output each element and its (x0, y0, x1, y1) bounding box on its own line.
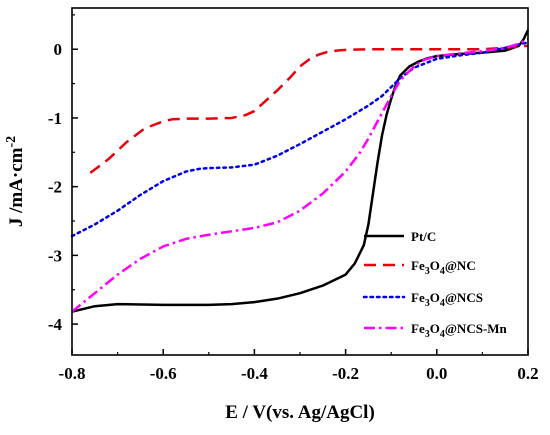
y-tick-label: -3 (48, 246, 62, 265)
y-tick-label: 0 (54, 40, 63, 59)
x-tick-label: -0.2 (332, 364, 359, 383)
y-tick-label: -4 (48, 315, 63, 334)
y-tick-label: -1 (48, 109, 62, 128)
legend-label: Fe3O4@NC (411, 258, 476, 277)
y-axis-title-text: J /mA·cm (6, 147, 27, 227)
legend: Pt/C Fe3O4@NC Fe3O4@NCS Fe3O4@NCS-Mn (362, 229, 508, 340)
x-axis: -0.8 -0.6 -0.4 -0.2 0.0 0.2 (59, 349, 539, 383)
y-tick-label: -2 (48, 178, 62, 197)
legend-label: Pt/C (411, 229, 436, 244)
legend-label: Fe3O4@NCS-Mn (411, 321, 508, 340)
y-axis-title-superscript: -2 (4, 136, 19, 148)
x-tick-label: -0.8 (59, 364, 86, 383)
series-line-3 (71, 37, 529, 313)
x-tick-label: -0.6 (150, 364, 177, 383)
series-line-2 (70, 41, 530, 238)
plot-area (70, 29, 530, 313)
x-tick-label: 0.2 (517, 364, 538, 383)
y-axis: 0 -1 -2 -3 -4 (48, 14, 78, 334)
y-axis-title: J /mA·cm-2 (4, 136, 27, 227)
series-line-1 (89, 44, 529, 174)
x-tick-label: 0.0 (426, 364, 447, 383)
legend-label: Fe3O4@NCS (411, 290, 483, 309)
x-axis-title: E / V(vs. Ag/AgCl) (225, 402, 375, 423)
x-tick-label: -0.4 (241, 364, 268, 383)
